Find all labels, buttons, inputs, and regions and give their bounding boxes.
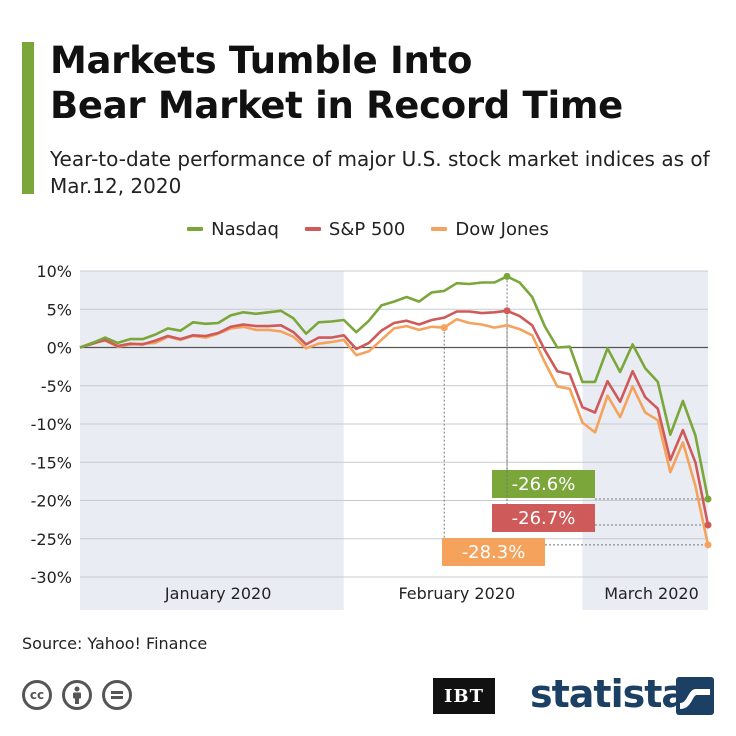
attribution-icon <box>62 680 92 710</box>
statista-logo: statista <box>530 672 687 716</box>
annotation-box <box>442 538 545 566</box>
title-accent-bar <box>22 42 34 194</box>
peak-marker <box>503 272 511 280</box>
shaded-band-1 <box>582 271 708 610</box>
legend-swatch-sp500 <box>304 227 321 231</box>
shaded-band-0 <box>80 271 344 610</box>
license-icons: cc <box>22 680 132 710</box>
legend-item-nasdaq: Nasdaq <box>187 216 279 242</box>
source-note: Source: Yahoo! Finance <box>22 634 208 653</box>
x-month-label: March 2020 <box>604 584 699 603</box>
y-tick-label: -20% <box>31 492 72 511</box>
x-month-label: February 2020 <box>398 584 515 603</box>
y-tick-label: -5% <box>41 377 72 396</box>
statista-mark-icon <box>676 677 714 715</box>
chart-legend: Nasdaq S&P 500 Dow Jones <box>0 216 736 242</box>
annotation-box <box>492 470 595 498</box>
ibt-logo: IBT <box>433 678 495 714</box>
y-tick-label: -10% <box>31 415 72 434</box>
y-tick-label: -15% <box>31 453 72 472</box>
y-tick-label: -25% <box>31 530 72 549</box>
annotation-label: -28.3% <box>462 542 526 563</box>
y-tick-label: 5% <box>47 300 72 319</box>
endpoint-dow-jones <box>704 541 712 549</box>
endpoint-s-p-500 <box>704 521 712 529</box>
chart-title: Markets Tumble Into Bear Market in Recor… <box>50 39 623 127</box>
annotation-box <box>492 504 595 532</box>
series-line-s-p-500 <box>79 309 710 526</box>
y-tick-label: 10% <box>36 262 72 281</box>
legend-item-sp500: S&P 500 <box>304 216 406 242</box>
legend-swatch-dow <box>431 227 448 231</box>
legend-label-dow: Dow Jones <box>455 218 549 240</box>
peak-marker <box>440 324 448 332</box>
x-month-label: January 2020 <box>164 584 271 603</box>
chart-subtitle: Year-to-date performance of major U.S. s… <box>50 147 710 198</box>
line-chart: 10% 5% 0% -5% -10% -15% -20% -25% -30% January 20… <box>31 262 712 610</box>
series-line-nasdaq <box>79 275 710 500</box>
legend-label-nasdaq: Nasdaq <box>211 218 279 240</box>
legend-label-sp500: S&P 500 <box>328 218 406 240</box>
y-tick-label: -30% <box>31 568 72 587</box>
legend-swatch-nasdaq <box>187 227 204 231</box>
annotation-label: -26.6% <box>512 474 576 495</box>
cc-icon: cc <box>22 680 52 710</box>
peak-marker <box>503 307 511 315</box>
endpoint-nasdaq <box>704 495 712 503</box>
y-tick-label: 0% <box>47 339 72 358</box>
legend-item-dow: Dow Jones <box>431 216 549 242</box>
annotation-label: -26.7% <box>512 508 576 529</box>
no-derivatives-icon <box>102 680 132 710</box>
